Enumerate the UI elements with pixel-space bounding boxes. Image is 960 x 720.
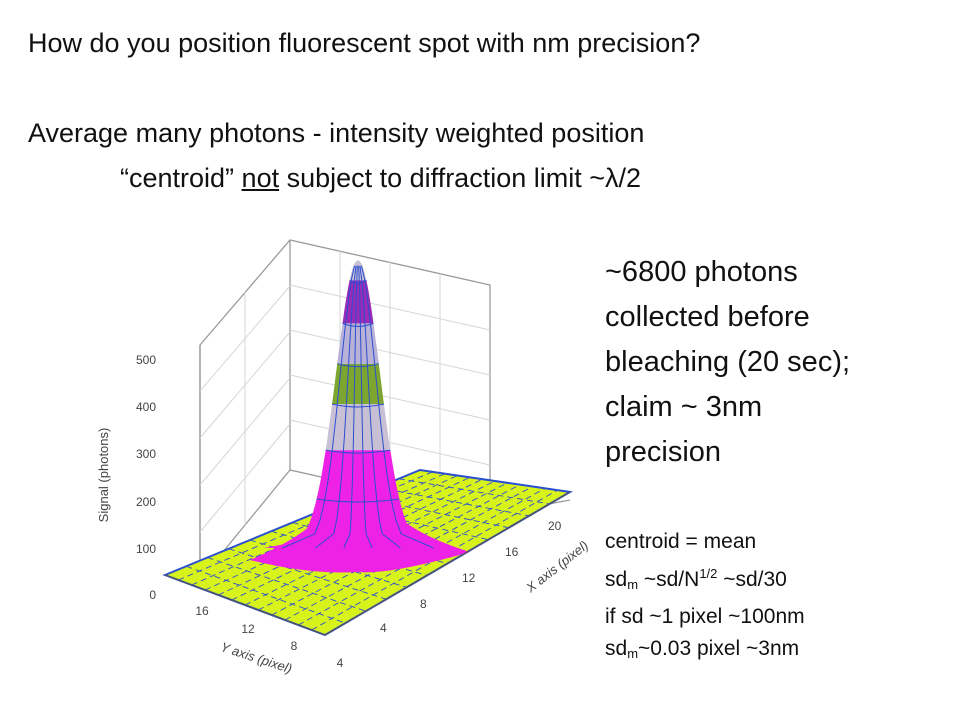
- x-axis-label: X axis (pixel): [523, 538, 590, 596]
- z-tick-200: 200: [136, 495, 156, 509]
- floor-grid-line: [228, 548, 387, 600]
- m-subscript: m: [627, 646, 639, 661]
- sd-text: sd: [605, 568, 628, 591]
- fact-line-4: claim ~ 3nm: [605, 391, 763, 423]
- peak-band-4: [337, 323, 379, 364]
- y-tick-8: 8: [291, 639, 298, 653]
- signal-surface-plot: 0 100 200 300 400 500 Signal (photons) 1…: [96, 239, 590, 676]
- result-text: ~0.03 pixel ~3nm: [638, 637, 800, 660]
- z-tick-labels: 0 100 200 300 400 500: [136, 353, 156, 602]
- peak-band-2: [325, 404, 391, 451]
- formula-result: sdm~0.03 pixel ~3nm: [605, 633, 805, 670]
- peak-band-1: [316, 450, 400, 499]
- peak-ring-line: [337, 363, 379, 368]
- floor-grid-line: [207, 557, 366, 612]
- formula-sdm: sdm ~sd/N1/2 ~sd/30: [605, 558, 805, 601]
- fact-line-3: bleaching (20 sec);: [605, 346, 851, 378]
- peak-ring-line: [342, 322, 374, 327]
- peak-ring-line: [325, 449, 391, 454]
- floor-grid-line: [204, 475, 458, 591]
- y-tick-12: 12: [241, 622, 255, 636]
- peak-mesh-lines: [282, 265, 434, 549]
- y-tick-labels: 16 12 8 4: [195, 604, 343, 670]
- z-tick-300: 300: [136, 447, 156, 461]
- formula-list: centroid = mean sdm ~sd/N1/2 ~sd/30 if s…: [605, 526, 805, 670]
- peak-ring-line: [316, 498, 400, 503]
- floor-grid-line: [334, 504, 489, 541]
- plot-box: [199, 239, 571, 582]
- diffraction-limit-text: subject to diffraction limit ~λ/2: [279, 163, 642, 193]
- z-axis-label: Signal (photons): [96, 428, 111, 523]
- peak-ring-line: [331, 403, 385, 408]
- half-superscript: 1/2: [699, 566, 718, 581]
- formula-centroid: centroid = mean: [605, 530, 757, 553]
- fact-line-1: ~6800 photons: [605, 256, 798, 288]
- floor-grid-line: [398, 478, 550, 505]
- peak-mesh-line: [282, 265, 355, 549]
- x-tick-4: 4: [380, 621, 387, 635]
- floor-grid-line: [244, 480, 496, 606]
- floor-grid-line: [377, 487, 530, 517]
- photon-facts: ~6800 photons collected before bleaching…: [605, 250, 945, 475]
- not-underlined: not: [241, 163, 280, 193]
- y-axis-label: Y axis (pixel): [219, 639, 294, 676]
- x-tick-8: 8: [420, 597, 427, 611]
- x-tick-16: 16: [505, 545, 519, 559]
- peak-ring-line: [349, 279, 367, 284]
- average-photons-line: Average many photons - intensity weighte…: [28, 118, 645, 148]
- sd-text: sd: [605, 637, 628, 660]
- x-tick-labels: 4 8 12 16 20: [380, 519, 562, 635]
- fact-line-2: collected before: [605, 301, 810, 333]
- y-tick-4: 4: [337, 656, 344, 670]
- sd-over-30-text: ~sd/30: [717, 568, 787, 591]
- m-subscript: m: [627, 577, 639, 592]
- z-tick-500: 500: [136, 353, 156, 367]
- question-heading: How do you position fluorescent spot wit…: [28, 28, 701, 58]
- y-tick-16: 16: [195, 604, 209, 618]
- peak-band-3: [332, 363, 384, 404]
- z-tick-400: 400: [136, 400, 156, 414]
- centroid-term: “centroid”: [120, 163, 242, 193]
- fact-line-5: precision: [605, 436, 722, 468]
- x-axis-line: [324, 491, 571, 636]
- back-wall-grid: [199, 251, 491, 533]
- z-tick-100: 100: [136, 542, 156, 556]
- x-tick-20: 20: [548, 519, 562, 533]
- centroid-line: “centroid” not subject to diffraction li…: [120, 163, 641, 194]
- formula-pixel: if sd ~1 pixel ~100nm: [605, 605, 805, 628]
- y-axis-line: [164, 574, 326, 636]
- peak-band-6: [349, 260, 367, 281]
- sd-over-n-text: ~sd/N: [638, 568, 700, 591]
- peak-band-5: [342, 280, 374, 324]
- z-tick-0: 0: [149, 588, 156, 602]
- x-tick-12: 12: [462, 571, 476, 585]
- peak-mesh-line: [361, 265, 434, 549]
